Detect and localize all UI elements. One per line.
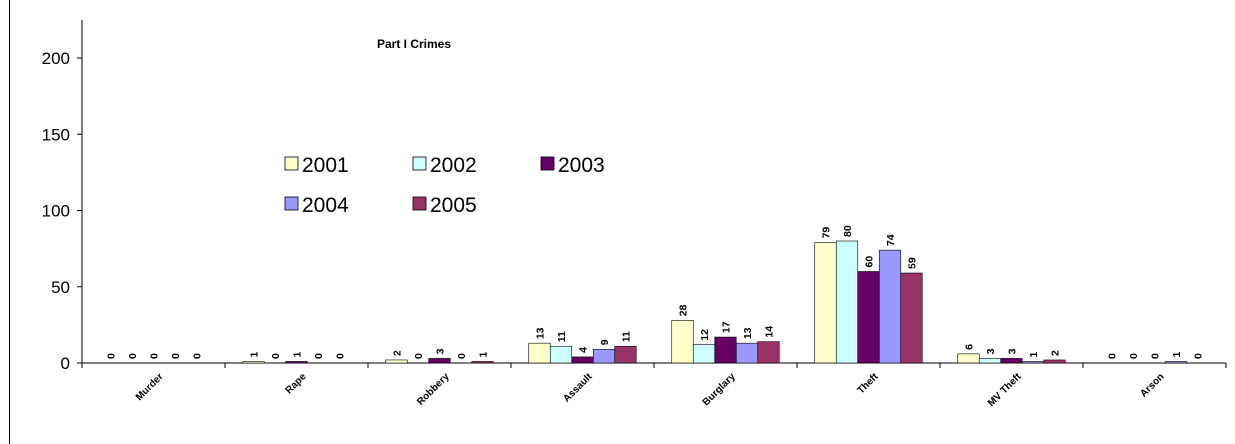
data-label: 0 (149, 353, 161, 359)
data-label: 17 (721, 321, 733, 333)
legend-swatch (284, 156, 299, 171)
data-label: 1 (1171, 351, 1183, 357)
bar (471, 361, 494, 364)
legend-label: 2005 (430, 194, 477, 217)
data-label: 0 (335, 353, 347, 359)
data-label: 1 (249, 351, 261, 357)
data-label: 0 (1107, 353, 1119, 359)
y-tick-label: 100 (42, 202, 70, 221)
data-label: 0 (270, 353, 282, 359)
bar (957, 353, 980, 364)
bar (900, 272, 923, 364)
data-label: 80 (842, 225, 854, 237)
chart-title: Part I Crimes (377, 37, 451, 51)
bar (571, 356, 594, 364)
data-label: 1 (1028, 351, 1040, 357)
legend-swatch (284, 196, 299, 211)
category-label: Theft (856, 371, 882, 397)
bar (857, 271, 880, 364)
data-label: 2 (1050, 350, 1062, 356)
data-label: 0 (1193, 353, 1205, 359)
bar (692, 344, 716, 364)
bar (1021, 361, 1045, 364)
data-label: 13 (535, 327, 547, 339)
data-label: 3 (435, 348, 447, 354)
frame-border (9, 0, 10, 444)
category-label: Murder (134, 371, 166, 403)
bar (385, 359, 408, 364)
data-label: 74 (885, 234, 897, 246)
bar (528, 342, 551, 364)
data-label: 0 (313, 353, 325, 359)
data-label: 79 (821, 227, 833, 239)
legend-label: 2003 (558, 154, 605, 177)
bar (242, 361, 265, 364)
bar (1164, 361, 1188, 364)
data-label: 60 (864, 256, 876, 268)
y-axis: 0 50 100 150 200 (42, 20, 83, 373)
y-tick-label: 200 (42, 49, 70, 68)
data-label: 0 (413, 353, 425, 359)
data-label: 12 (699, 329, 711, 341)
data-label: 0 (1150, 353, 1162, 359)
legend-label: 2002 (430, 154, 477, 177)
data-label: 13 (742, 327, 754, 339)
bar (835, 240, 859, 364)
bar (614, 345, 637, 364)
bar (549, 345, 573, 364)
bar (592, 348, 616, 364)
data-label: 0 (192, 353, 204, 359)
legend-label: 2004 (302, 194, 349, 217)
category-label: Arson (1138, 371, 1166, 399)
bar (978, 358, 1002, 364)
data-label: 0 (170, 353, 182, 359)
category-label: MV Theft (986, 371, 1024, 409)
bar (814, 242, 837, 364)
bar (878, 249, 902, 364)
bar (428, 358, 451, 364)
data-label: 1 (478, 351, 490, 357)
bars (242, 240, 1188, 364)
bar (757, 341, 780, 364)
category-labels: Murder Rape Robbery Assault Burglary Theft MV … (134, 371, 1167, 409)
y-tick-label: 150 (42, 125, 70, 144)
legend-swatch (412, 196, 427, 211)
legend: 2001 2002 2003 2004 2005 (284, 154, 605, 217)
category-label: Burglary (701, 371, 738, 408)
legend-swatch (412, 156, 427, 171)
x-axis (81, 362, 1227, 368)
data-label: 1 (292, 351, 304, 357)
data-label: 59 (907, 257, 919, 269)
data-label: 9 (599, 339, 611, 345)
bar (735, 342, 759, 364)
bar (1043, 359, 1066, 364)
bar (714, 336, 737, 364)
bar (671, 319, 694, 364)
data-label: 6 (964, 344, 976, 350)
data-label: 0 (127, 353, 139, 359)
data-label: 2 (392, 350, 404, 356)
data-label: 14 (764, 326, 776, 338)
category-label: Assault (561, 371, 595, 405)
data-label: 28 (678, 304, 690, 316)
legend-swatch (540, 156, 555, 171)
data-label: 3 (1007, 348, 1019, 354)
data-label: 11 (621, 331, 633, 342)
bar (285, 361, 308, 364)
data-label: 11 (556, 331, 568, 342)
data-label: 0 (1128, 353, 1140, 359)
data-label: 4 (578, 347, 590, 353)
category-label: Rape (284, 371, 309, 396)
y-tick-label: 50 (51, 278, 70, 297)
data-label: 0 (456, 353, 468, 359)
y-tick-label: 0 (61, 354, 70, 373)
data-label: 0 (106, 353, 118, 359)
category-label: Robbery (415, 371, 452, 408)
legend-label: 2001 (302, 154, 349, 177)
bar (1000, 358, 1023, 364)
data-label: 3 (985, 348, 997, 354)
